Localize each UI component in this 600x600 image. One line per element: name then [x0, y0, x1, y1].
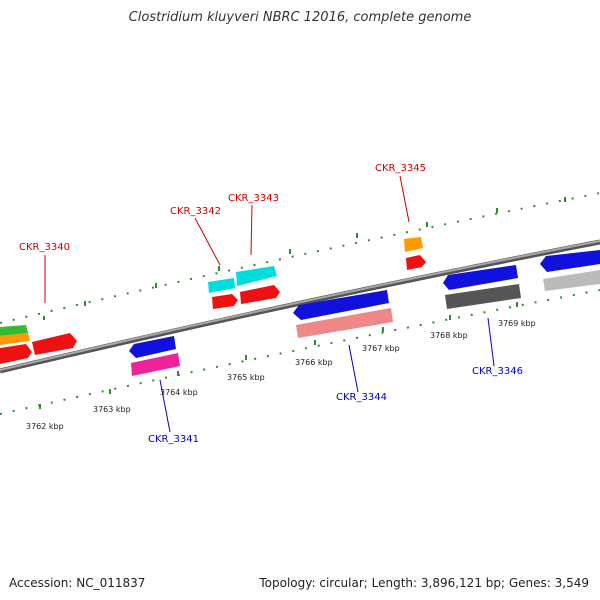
gene-arrow-right-lightgray [543, 270, 600, 291]
scale-label-3768: 3768 kbp [430, 331, 468, 340]
gene-label-ckr3344: CKR_3344 [336, 392, 387, 403]
gene-arrow-ckr3344-blue [293, 290, 389, 320]
gene-arrow-green-left [0, 325, 28, 336]
gene-arrow-ckr3346-blue [443, 265, 518, 290]
gene-label-ckr3341: CKR_3341 [148, 434, 199, 445]
gene-arrow-ckr3344-salmon [296, 308, 393, 338]
genome-title: Clostridium kluyveri NBRC 12016, complet… [128, 10, 472, 25]
reverse-gene-arrows [129, 250, 600, 376]
reverse-leader-lines [159, 317, 495, 433]
forward-leader-lines [44, 175, 410, 303]
gene-arrow-ckr3342-cyan [208, 278, 235, 293]
gene-arrow-ckr3341-pink [131, 353, 180, 376]
gene-arrow-ckr3342-red [212, 294, 238, 309]
gene-arrow-ckr3341-blue [129, 336, 176, 358]
reverse-major-ticks [39, 302, 518, 409]
gene-label-ckr3343: CKR_3343 [228, 193, 279, 204]
forward-tick-track [0, 192, 600, 324]
gene-arrow-ckr3343-red [240, 285, 280, 304]
accession-label: Accession: NC_011837 [9, 576, 146, 590]
gene-arrow-orange-left [0, 333, 30, 345]
gene-arrow-ckr3340 [32, 333, 77, 355]
scale-label-3769: 3769 kbp [498, 319, 536, 328]
gene-arrow-ckr3346-gray [445, 284, 521, 309]
scale-label-3767: 3767 kbp [362, 344, 400, 353]
gene-arrow-right-blue [540, 250, 600, 272]
genome-backbone [0, 239, 600, 374]
gene-arrow-red-left [0, 344, 32, 364]
scale-label-3763: 3763 kbp [93, 405, 131, 414]
reverse-tick-track [0, 289, 600, 415]
scale-label-3762: 3762 kbp [26, 422, 64, 431]
gene-label-ckr3345: CKR_3345 [375, 163, 426, 174]
forward-gene-arrows [0, 237, 426, 364]
scale-label-3764: 3764 kbp [160, 388, 198, 397]
scale-label-3765: 3765 kbp [227, 373, 265, 382]
genome-summary-label: Topology: circular; Length: 3,896,121 bp… [259, 576, 589, 590]
scale-label-3766: 3766 kbp [295, 358, 333, 367]
gene-arrow-ckr3345-red [406, 255, 426, 270]
forward-major-ticks [43, 197, 566, 320]
gene-label-ckr3340: CKR_3340 [19, 242, 70, 253]
gene-label-ckr3342: CKR_3342 [170, 206, 221, 217]
gene-arrow-ckr3345-orange [404, 237, 423, 252]
gene-label-ckr3346: CKR_3346 [472, 366, 523, 377]
gene-arrow-ckr3343-cyan [236, 266, 277, 286]
